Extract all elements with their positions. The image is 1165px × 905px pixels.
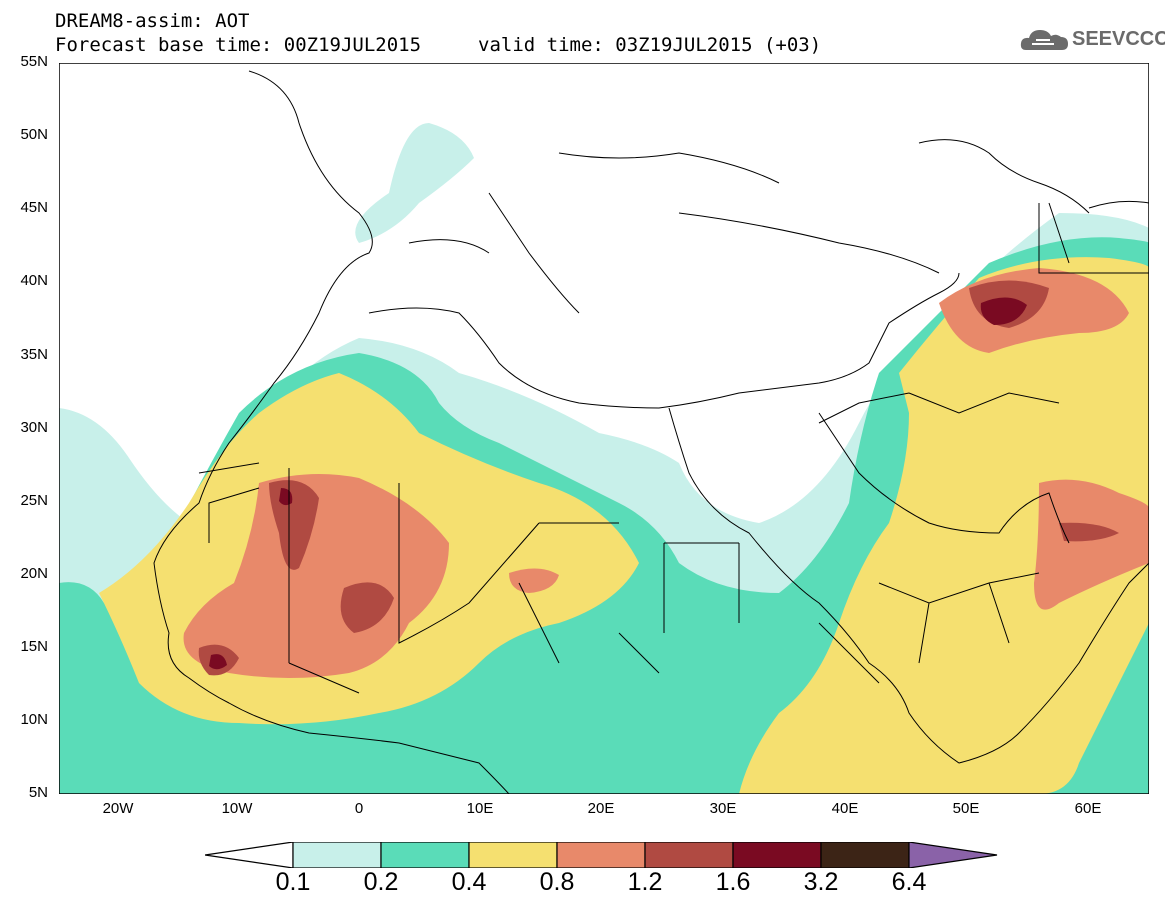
lon-label: 0 xyxy=(354,800,364,817)
colorbar-label: 1.6 xyxy=(715,868,751,896)
lon-label: 10W xyxy=(221,800,253,817)
lon-label: 30E xyxy=(709,800,737,817)
colorbar xyxy=(205,842,998,868)
lon-label: 20W xyxy=(102,800,134,817)
colorbar-bin xyxy=(380,842,470,868)
colorbar-label: 6.4 xyxy=(891,868,927,896)
colorbar-bin xyxy=(732,842,822,868)
lat-label: 25N xyxy=(20,492,48,509)
lat-label: 10N xyxy=(20,711,48,728)
lat-label: 45N xyxy=(20,199,48,216)
colorbar-label: 0.1 xyxy=(275,868,311,896)
colorbar-bin xyxy=(292,842,382,868)
lon-label: 60E xyxy=(1074,800,1102,817)
forecast-base-time: Forecast base time: 00Z19JUL2015 xyxy=(55,34,422,56)
lat-label: 40N xyxy=(20,272,48,289)
colorbar-bin xyxy=(556,842,646,868)
colorbar-label: 0.8 xyxy=(539,868,575,896)
lat-label: 55N xyxy=(20,53,48,70)
seevccc-logo: SEEVCCC xyxy=(1018,22,1165,56)
lon-label: 10E xyxy=(466,800,494,817)
cloud-icon xyxy=(1020,30,1068,50)
lat-label: 5N xyxy=(28,784,48,801)
lat-label: 30N xyxy=(20,419,48,436)
lon-label: 20E xyxy=(587,800,615,817)
aot-map xyxy=(59,63,1149,794)
lat-label: 15N xyxy=(20,638,48,655)
colorbar-label: 3.2 xyxy=(803,868,839,896)
colorbar-bin xyxy=(644,842,734,868)
colorbar-label: 0.4 xyxy=(451,868,487,896)
colorbar-label: 0.2 xyxy=(363,868,399,896)
lat-label: 35N xyxy=(20,346,48,363)
valid-time: valid time: 03Z19JUL2015 (+03) xyxy=(478,34,822,56)
lat-label: 50N xyxy=(20,126,48,143)
colorbar-low-arrow xyxy=(205,842,294,868)
lon-label: 50E xyxy=(952,800,980,817)
lon-label: 40E xyxy=(831,800,859,817)
colorbar-label: 1.2 xyxy=(627,868,663,896)
logo-text: SEEVCCC xyxy=(1072,28,1165,50)
map-title: DREAM8-assim: AOT xyxy=(55,10,250,32)
colorbar-bin xyxy=(468,842,558,868)
colorbar-bin xyxy=(820,842,910,868)
lat-label: 20N xyxy=(20,565,48,582)
coastlines xyxy=(153,70,1149,794)
colorbar-high-arrow xyxy=(908,842,998,868)
